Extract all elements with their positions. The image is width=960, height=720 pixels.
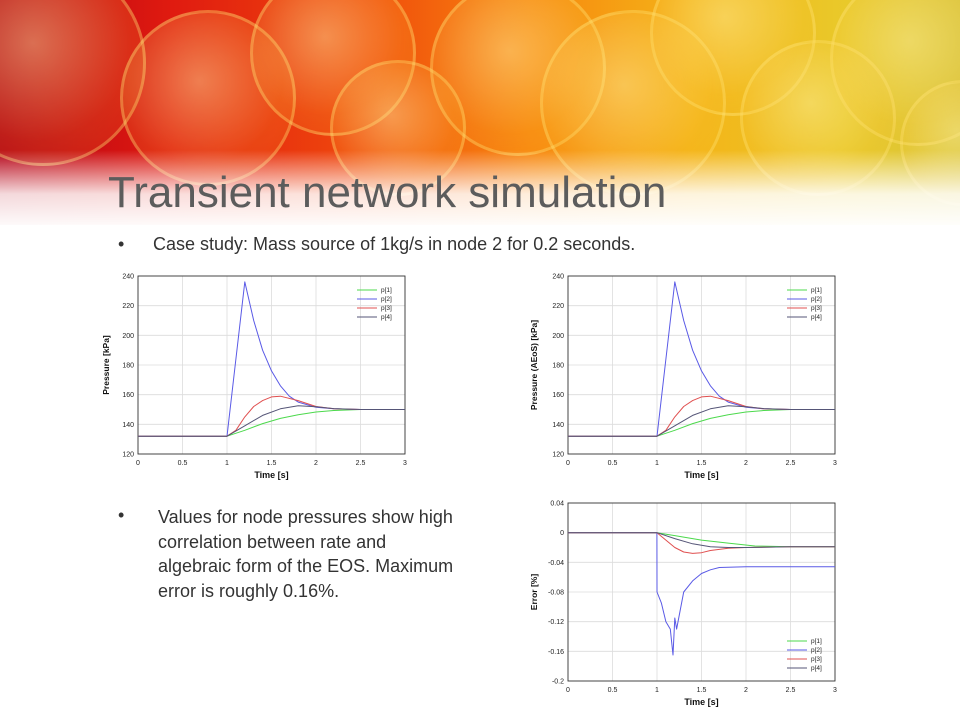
y-tick-label: 220 xyxy=(552,303,564,310)
y-tick-label: 120 xyxy=(552,452,564,459)
y-tick-label: -0.08 xyxy=(548,590,564,597)
x-tick-label: 1.5 xyxy=(697,687,707,694)
x-axis-label: Time [s] xyxy=(254,470,288,480)
series-line-p1 xyxy=(138,409,405,437)
x-tick-label: 2.5 xyxy=(786,687,796,694)
y-tick-label: 160 xyxy=(122,392,134,399)
y-tick-label: 140 xyxy=(552,422,564,429)
error-chart: 0 0.5 1 1.5 2 2.5 3 -0.2 -0.16 -0.12 -0.08 -0.04 0 0.… xyxy=(529,501,837,708)
series-line-p4 xyxy=(138,405,405,437)
bullet-text: Case study: Mass source of 1kg/s in node… xyxy=(153,234,636,254)
x-tick-label: 2 xyxy=(314,460,318,467)
y-tick-label: -0.16 xyxy=(548,649,564,656)
x-tick-label: 2.5 xyxy=(786,460,796,467)
plot-frame xyxy=(137,275,406,455)
y-tick-label: 160 xyxy=(552,392,564,399)
series-line-p4 xyxy=(568,532,835,548)
y-tick-label: 200 xyxy=(552,333,564,340)
x-tick-label: 1.5 xyxy=(267,460,277,467)
x-tick-label: 3 xyxy=(833,687,837,694)
y-tick-label: 140 xyxy=(122,422,134,429)
legend-label: p[3] xyxy=(381,305,392,312)
series-line-p1 xyxy=(568,409,835,437)
series-line-p4 xyxy=(568,405,835,437)
y-tick-label: -0.04 xyxy=(548,560,564,567)
x-axis-label: Time [s] xyxy=(684,470,718,480)
legend-label: p[4] xyxy=(811,665,822,672)
header-banner xyxy=(0,0,960,225)
y-tick-label: 0 xyxy=(560,530,564,537)
plot-frame xyxy=(567,502,836,682)
x-tick-label: 0 xyxy=(136,460,140,467)
pressure-aeos-chart: 0 0.5 1 1.5 2 2.5 3 120 140 160 180 200 220 240 p[1] p[… xyxy=(529,274,837,481)
x-tick-label: 3 xyxy=(403,460,407,467)
x-tick-label: 1.5 xyxy=(697,460,707,467)
legend-label: p[1] xyxy=(811,638,822,645)
y-tick-label: 240 xyxy=(122,274,134,281)
legend-label: p[4] xyxy=(381,314,392,321)
legend-label: p[2] xyxy=(811,296,822,303)
x-tick-label: 0.5 xyxy=(178,460,188,467)
plot-frame xyxy=(567,275,836,455)
x-tick-label: 0 xyxy=(566,687,570,694)
pressure-chart: 0 0.5 1 1.5 2 2.5 3 120 140 160 180 200 220 240 p[1] p[… xyxy=(101,274,407,481)
y-tick-label: 120 xyxy=(122,452,134,459)
series-line-p2 xyxy=(568,532,835,656)
y-tick-label: 240 xyxy=(552,274,564,281)
x-tick-label: 0 xyxy=(566,460,570,467)
x-tick-label: 2 xyxy=(744,687,748,694)
legend-label: p[3] xyxy=(811,656,822,663)
y-tick-label: 200 xyxy=(122,333,134,340)
slide-title: Transient network simulation xyxy=(108,168,667,217)
x-tick-label: 3 xyxy=(833,460,837,467)
y-axis-label: Pressure [kPa] xyxy=(101,335,111,395)
bullet-dot: • xyxy=(118,234,125,254)
legend-label: p[2] xyxy=(381,296,392,303)
x-tick-label: 0.5 xyxy=(608,460,618,467)
legend-label: p[4] xyxy=(811,314,822,321)
legend-label: p[1] xyxy=(381,287,392,294)
y-tick-label: 220 xyxy=(122,303,134,310)
x-tick-label: 0.5 xyxy=(608,687,618,694)
y-axis-label: Error [%] xyxy=(529,574,539,611)
y-tick-label: 180 xyxy=(122,363,134,370)
legend-label: p[2] xyxy=(811,647,822,654)
x-tick-label: 2 xyxy=(744,460,748,467)
y-tick-label: -0.2 xyxy=(552,679,564,686)
y-tick-label: 180 xyxy=(552,363,564,370)
y-tick-label: 0.04 xyxy=(550,501,564,508)
y-tick-label: -0.12 xyxy=(548,619,564,626)
legend-label: p[3] xyxy=(811,305,822,312)
x-tick-label: 1 xyxy=(655,687,659,694)
banner-fade xyxy=(0,150,960,225)
bullet-text: Values for node pressures show high corr… xyxy=(158,507,454,601)
x-axis-label: Time [s] xyxy=(684,697,718,707)
legend-label: p[1] xyxy=(811,287,822,294)
x-tick-label: 2.5 xyxy=(356,460,366,467)
x-tick-label: 1 xyxy=(655,460,659,467)
x-tick-label: 1 xyxy=(225,460,229,467)
bullet-dot: • xyxy=(118,505,125,525)
y-axis-label: Pressure (AEoS) [kPa] xyxy=(529,320,539,410)
